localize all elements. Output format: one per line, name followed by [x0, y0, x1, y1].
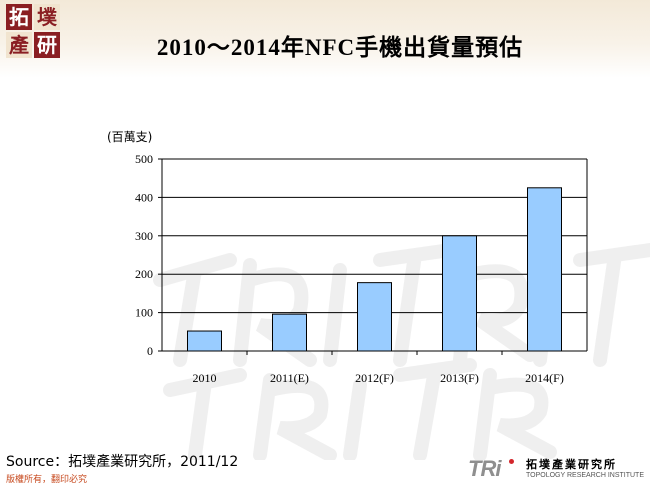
- x-tick-label: 2013(F): [440, 371, 479, 385]
- y-axis-unit-label: (百萬支): [107, 130, 152, 144]
- footer-brand-english: TOPOLOGY RESEARCH INSTITUTE: [526, 472, 644, 479]
- axes: [161, 159, 588, 355]
- source-note: Source：拓墣產業研究所，2011/12: [6, 454, 239, 470]
- header-banner: 拓 墣 產 研 2010～2014年NFC手機出貨量預估: [0, 0, 650, 78]
- bar-2012(F): [357, 282, 392, 352]
- logo-tile: [6, 4, 32, 30]
- bar-2010: [187, 330, 222, 352]
- tri-logo-mark: TRi: [468, 456, 501, 481]
- page-title: 2010～2014年NFC手機出貨量預估: [156, 35, 524, 60]
- y-tick-label: 300: [135, 229, 153, 243]
- bar-2011(E): [272, 313, 307, 352]
- logo-tile: [34, 4, 60, 30]
- y-tick-label: 0: [147, 344, 153, 358]
- y-tick-label: 100: [135, 306, 153, 320]
- logo-dot-icon: [509, 459, 514, 464]
- logo-char: 拓: [9, 5, 29, 29]
- logo-tile: [6, 32, 32, 58]
- footer-brand-chinese: 拓墣產業研究所: [526, 458, 617, 471]
- x-tick-labels: 2010 2011(E) 2012(F) 2013(F) 2014(F): [193, 371, 564, 385]
- x-tick-label: 2012(F): [355, 371, 394, 385]
- logo-char: 產: [9, 33, 29, 57]
- footer-logo: TRi 拓墣產業研究所 TOPOLOGY RESEARCH INSTITUTE: [468, 456, 648, 484]
- bars: [187, 187, 562, 352]
- y-tick-label: 200: [135, 267, 153, 281]
- x-tick-label: 2014(F): [525, 371, 564, 385]
- tri-watermark-icon: [153, 243, 650, 460]
- logo-char: 墣: [37, 5, 57, 29]
- copyright-note: 版權所有，翻印必究: [6, 475, 88, 485]
- bar-2013(F): [442, 235, 477, 352]
- header-logo: 拓 墣 產 研: [6, 4, 62, 58]
- bar-2014(F): [527, 187, 562, 352]
- logo-char: 研: [37, 33, 57, 57]
- y-tick-label: 400: [135, 190, 153, 204]
- y-tick-labels: 0 100 200 300 400 500: [135, 152, 153, 358]
- logo-tile: [34, 32, 60, 58]
- x-tick-label: 2010: [193, 371, 217, 385]
- y-tick-label: 500: [135, 152, 153, 166]
- x-tick-label: 2011(E): [270, 371, 309, 385]
